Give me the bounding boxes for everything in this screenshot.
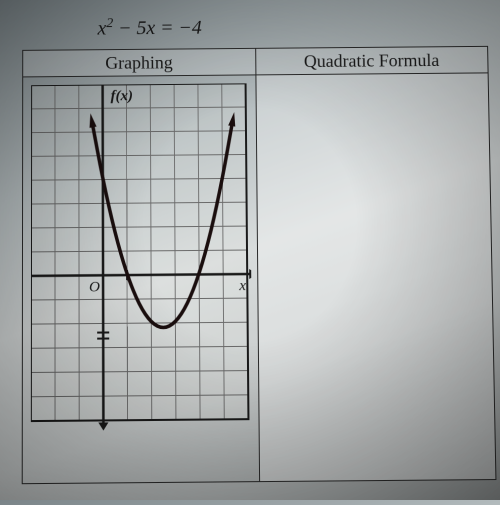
content-row: f(x) x O bbox=[22, 73, 497, 484]
svg-text:O: O bbox=[89, 279, 100, 295]
svg-text:x: x bbox=[238, 278, 246, 294]
formula-cell bbox=[256, 73, 495, 481]
header-row: Graphing Quadratic Formula bbox=[22, 46, 488, 78]
header-graphing: Graphing bbox=[23, 49, 256, 77]
svg-text:f(x): f(x) bbox=[111, 88, 133, 104]
header-quadratic-formula: Quadratic Formula bbox=[256, 47, 488, 75]
graphing-cell: f(x) x O bbox=[23, 75, 260, 483]
equation-text: x2 − 5x = −4 bbox=[98, 15, 202, 40]
graph: f(x) x O bbox=[31, 83, 253, 465]
